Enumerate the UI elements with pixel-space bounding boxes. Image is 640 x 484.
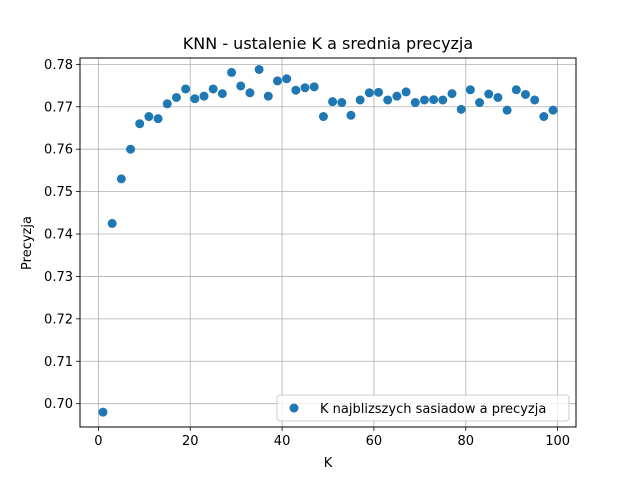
y-tick-label: 0.77 <box>44 100 73 115</box>
data-point <box>282 74 292 84</box>
data-point <box>162 99 172 109</box>
data-point <box>465 85 475 95</box>
data-point <box>374 87 384 97</box>
legend-label: K najblizszych sasiadow a precyzja <box>320 402 546 417</box>
data-point <box>502 105 512 115</box>
data-point <box>520 89 530 99</box>
x-tick-label: 20 <box>182 434 199 449</box>
data-point <box>181 84 191 94</box>
data-point <box>392 91 402 101</box>
data-point <box>355 95 365 105</box>
data-point <box>530 95 540 105</box>
y-tick-label: 0.76 <box>44 143 73 158</box>
data-point <box>548 105 558 115</box>
chart-title: KNN - ustalenie K a srednia precyzja <box>183 34 473 53</box>
x-tick-label: 100 <box>545 434 570 449</box>
data-point <box>300 83 310 93</box>
plot-frame <box>79 57 577 428</box>
y-tick-label: 0.74 <box>44 228 73 243</box>
data-point <box>291 85 301 95</box>
x-tick-label: 60 <box>366 434 383 449</box>
data-point <box>245 88 255 98</box>
grid-lines <box>80 58 576 427</box>
data-point <box>227 67 237 77</box>
data-point <box>208 84 218 94</box>
data-point <box>116 174 126 184</box>
data-point <box>328 97 338 107</box>
data-point <box>126 144 136 154</box>
data-point <box>171 92 181 102</box>
y-tick-label: 0.71 <box>44 355 73 370</box>
data-point <box>419 95 429 105</box>
data-point <box>153 114 163 124</box>
legend-box <box>276 394 570 422</box>
y-tick-label: 0.72 <box>44 312 73 327</box>
data-point <box>447 89 457 99</box>
data-points <box>98 64 558 417</box>
x-tick-label: 40 <box>274 434 291 449</box>
data-point <box>475 98 485 108</box>
data-point <box>438 95 448 105</box>
data-point <box>511 85 521 95</box>
data-point <box>401 87 411 97</box>
data-point <box>346 110 356 120</box>
axis-ticks: 0 20 40 60 80 100 0.70 0.71 0.72 0.73 0.74 0.75 0.76… <box>44 58 570 449</box>
x-tick-label: 80 <box>458 434 475 449</box>
data-point <box>217 89 227 99</box>
data-point <box>236 81 246 91</box>
data-point <box>272 76 282 86</box>
x-axis-label: K <box>324 456 333 471</box>
data-point <box>318 112 328 122</box>
data-point <box>263 91 273 101</box>
x-tick-label: 0 <box>94 434 102 449</box>
y-tick-label: 0.78 <box>44 58 73 73</box>
data-point <box>410 98 420 108</box>
legend: K najblizszych sasiadow a precyzja <box>276 394 570 422</box>
data-point <box>135 119 145 129</box>
data-point <box>493 92 503 102</box>
legend-marker <box>289 403 299 413</box>
data-point <box>144 112 154 122</box>
data-point <box>254 64 264 74</box>
y-axis-label: Precyzja <box>20 216 35 270</box>
data-point <box>364 88 374 98</box>
y-tick-label: 0.70 <box>44 397 73 412</box>
data-point <box>383 95 393 105</box>
data-point <box>539 112 549 122</box>
data-point <box>484 89 494 99</box>
data-point <box>309 82 319 92</box>
y-tick-label: 0.73 <box>44 270 73 285</box>
data-point <box>190 94 200 104</box>
data-point <box>98 407 108 417</box>
data-point <box>456 104 466 114</box>
data-point <box>429 95 439 105</box>
data-point <box>337 98 347 108</box>
data-point <box>199 91 209 101</box>
y-tick-label: 0.75 <box>44 185 73 200</box>
data-point <box>107 218 117 228</box>
